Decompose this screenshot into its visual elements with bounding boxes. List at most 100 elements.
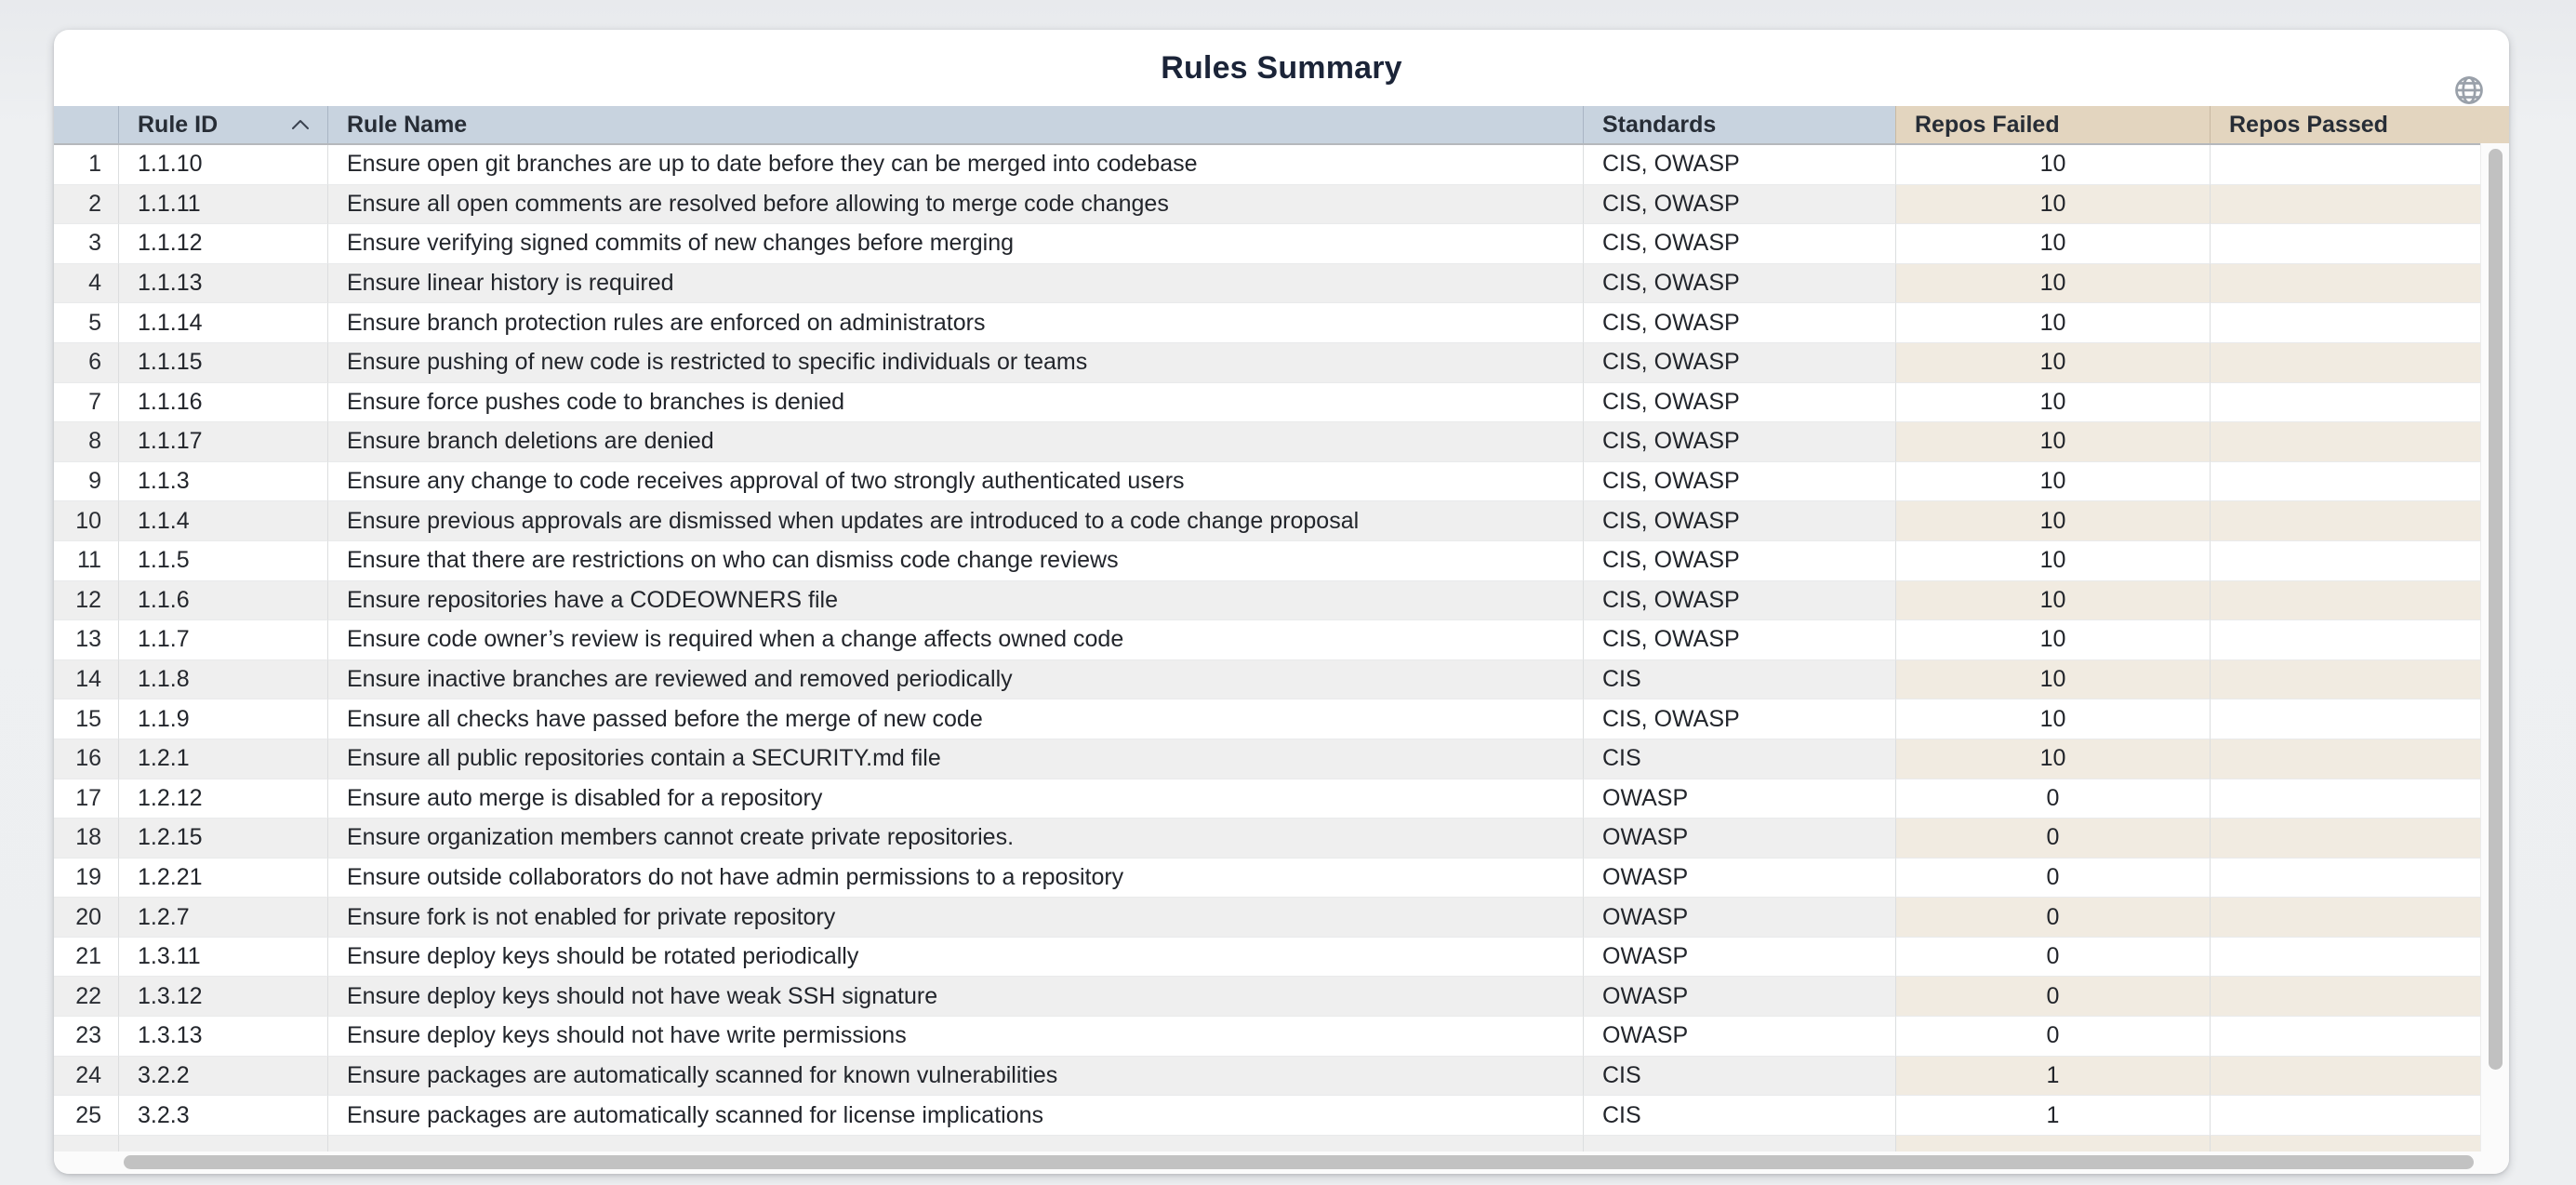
column-header-rule-id[interactable]: Rule ID [118, 106, 327, 143]
repos-passed-cell: 0 [2210, 224, 2509, 264]
rule-name-cell: Ensure outside collaborators do not have… [327, 858, 1583, 899]
table-row: 11 1.1.5 Ensure that there are restricti… [54, 540, 2509, 581]
rule-id-cell: 1.1.11 [118, 184, 327, 225]
row-number-cell: 19 [54, 858, 118, 899]
table-row: 3 1.1.12 Ensure verifying signed commits… [54, 224, 2509, 264]
rule-id-cell: 1.3.13 [118, 1017, 327, 1057]
rule-name-cell: Ensure inactive branches are reviewed an… [327, 659, 1583, 700]
standards-cell: CIS, OWASP [1583, 263, 1895, 304]
rule-id-cell: 1.1.8 [118, 659, 327, 700]
standards-cell: OWASP [1583, 1017, 1895, 1057]
column-header-repos-failed[interactable]: Repos Failed [1895, 106, 2210, 143]
row-number-cell: 16 [54, 739, 118, 779]
standards-cell: CIS, OWASP [1583, 501, 1895, 541]
card-header: Rules Summary [54, 30, 2509, 106]
table-row: 19 1.2.21 Ensure outside collaborators d… [54, 858, 2509, 899]
rule-id-cell: 1.1.13 [118, 263, 327, 304]
column-header-standards[interactable]: Standards [1583, 106, 1895, 143]
repos-passed-cell: 10 [2210, 977, 2509, 1018]
page-title: Rules Summary [1161, 49, 1402, 86]
repos-passed-cell: 10 [2210, 937, 2509, 978]
row-number-cell: 1 [54, 145, 118, 185]
row-number-cell: 22 [54, 977, 118, 1018]
rule-name-cell: Ensure code owner’s review is required w… [327, 620, 1583, 660]
row-number-cell: 11 [54, 540, 118, 581]
rule-name-cell: Ensure open git branches are up to date … [327, 145, 1583, 185]
rule-id-cell: 1.1.4 [118, 501, 327, 541]
rule-id-cell: 3.2.2 [118, 1056, 327, 1097]
rule-name-cell: Ensure all open comments are resolved be… [327, 184, 1583, 225]
table-row-partial [54, 1135, 2509, 1153]
standards-cell: OWASP [1583, 977, 1895, 1018]
repos-failed-cell: 1 [1895, 1096, 2210, 1136]
repos-failed-cell: 0 [1895, 858, 2210, 899]
rule-id-cell: 1.1.9 [118, 699, 327, 739]
standards-cell: CIS, OWASP [1583, 184, 1895, 225]
column-header-rule-name[interactable]: Rule Name [327, 106, 1583, 143]
standards-cell: CIS, OWASP [1583, 145, 1895, 185]
vertical-scrollbar[interactable] [2480, 143, 2509, 1152]
table-row: 18 1.2.15 Ensure organization members ca… [54, 819, 2509, 859]
repos-passed-cell: 0 [2210, 1096, 2509, 1136]
repos-failed-cell: 0 [1895, 779, 2210, 819]
repos-failed-cell: 10 [1895, 422, 2210, 462]
standards-cell: CIS, OWASP [1583, 224, 1895, 264]
table-row: 4 1.1.13 Ensure linear history is requir… [54, 263, 2509, 304]
globe-icon[interactable] [2451, 73, 2487, 108]
table-row: 6 1.1.15 Ensure pushing of new code is r… [54, 342, 2509, 383]
table-row: 22 1.3.12 Ensure deploy keys should not … [54, 977, 2509, 1018]
repos-failed-cell: 0 [1895, 1017, 2210, 1057]
rule-name-cell: Ensure previous approvals are dismissed … [327, 501, 1583, 541]
repos-failed-cell: 10 [1895, 659, 2210, 700]
vertical-scrollbar-thumb[interactable] [2489, 149, 2503, 1070]
repos-passed-cell: 0 [2210, 263, 2509, 304]
repos-passed-cell: 10 [2210, 779, 2509, 819]
horizontal-scrollbar[interactable] [54, 1152, 2509, 1174]
table-header-row: Rule ID Rule Name Standards Repos Failed… [54, 106, 2509, 145]
repos-failed-cell: 1 [1895, 1056, 2210, 1097]
repos-passed-cell: 0 [2210, 620, 2509, 660]
table-row: 23 1.3.13 Ensure deploy keys should not … [54, 1017, 2509, 1057]
horizontal-scrollbar-thumb[interactable] [124, 1155, 2474, 1169]
repos-failed-cell: 10 [1895, 739, 2210, 779]
standards-cell: CIS, OWASP [1583, 461, 1895, 502]
standards-cell: OWASP [1583, 937, 1895, 978]
standards-cell: CIS, OWASP [1583, 303, 1895, 343]
row-number-cell: 2 [54, 184, 118, 225]
rule-name-cell: Ensure branch deletions are denied [327, 422, 1583, 462]
repos-failed-cell: 0 [1895, 937, 2210, 978]
repos-passed-cell: 0 [2210, 342, 2509, 383]
table-body: 1 1.1.10 Ensure open git branches are up… [54, 145, 2509, 1153]
rule-name-cell: Ensure auto merge is disabled for a repo… [327, 779, 1583, 819]
rule-name-cell: Ensure organization members cannot creat… [327, 819, 1583, 859]
table-row: 10 1.1.4 Ensure previous approvals are d… [54, 501, 2509, 541]
table-row: 21 1.3.11 Ensure deploy keys should be r… [54, 937, 2509, 978]
table-row: 15 1.1.9 Ensure all checks have passed b… [54, 699, 2509, 739]
rule-name-cell: Ensure repositories have a CODEOWNERS fi… [327, 580, 1583, 621]
repos-passed-cell: 0 [2210, 184, 2509, 225]
rule-id-cell: 1.2.1 [118, 739, 327, 779]
row-number-cell: 6 [54, 342, 118, 383]
rule-id-cell: 1.1.5 [118, 540, 327, 581]
repos-passed-cell: 10 [2210, 819, 2509, 859]
standards-cell: OWASP [1583, 898, 1895, 938]
standards-cell: CIS [1583, 1096, 1895, 1136]
repos-passed-cell: 0 [2210, 1056, 2509, 1097]
repos-passed-cell [2210, 1135, 2509, 1153]
rule-name-cell: Ensure pushing of new code is restricted… [327, 342, 1583, 383]
rule-name-cell: Ensure force pushes code to branches is … [327, 382, 1583, 423]
standards-cell: CIS [1583, 659, 1895, 700]
repos-failed-cell: 10 [1895, 580, 2210, 621]
rule-name-cell: Ensure that there are restrictions on wh… [327, 540, 1583, 581]
row-number-cell: 8 [54, 422, 118, 462]
row-number-cell: 20 [54, 898, 118, 938]
repos-failed-cell: 10 [1895, 342, 2210, 383]
table-row: 5 1.1.14 Ensure branch protection rules … [54, 303, 2509, 343]
column-header-repos-passed[interactable]: Repos Passed [2210, 106, 2509, 143]
rule-id-cell: 1.1.17 [118, 422, 327, 462]
repos-failed-cell: 0 [1895, 977, 2210, 1018]
repos-passed-cell: 0 [2210, 501, 2509, 541]
row-number-cell: 7 [54, 382, 118, 423]
repos-passed-cell: 10 [2210, 1017, 2509, 1057]
standards-cell: OWASP [1583, 858, 1895, 899]
